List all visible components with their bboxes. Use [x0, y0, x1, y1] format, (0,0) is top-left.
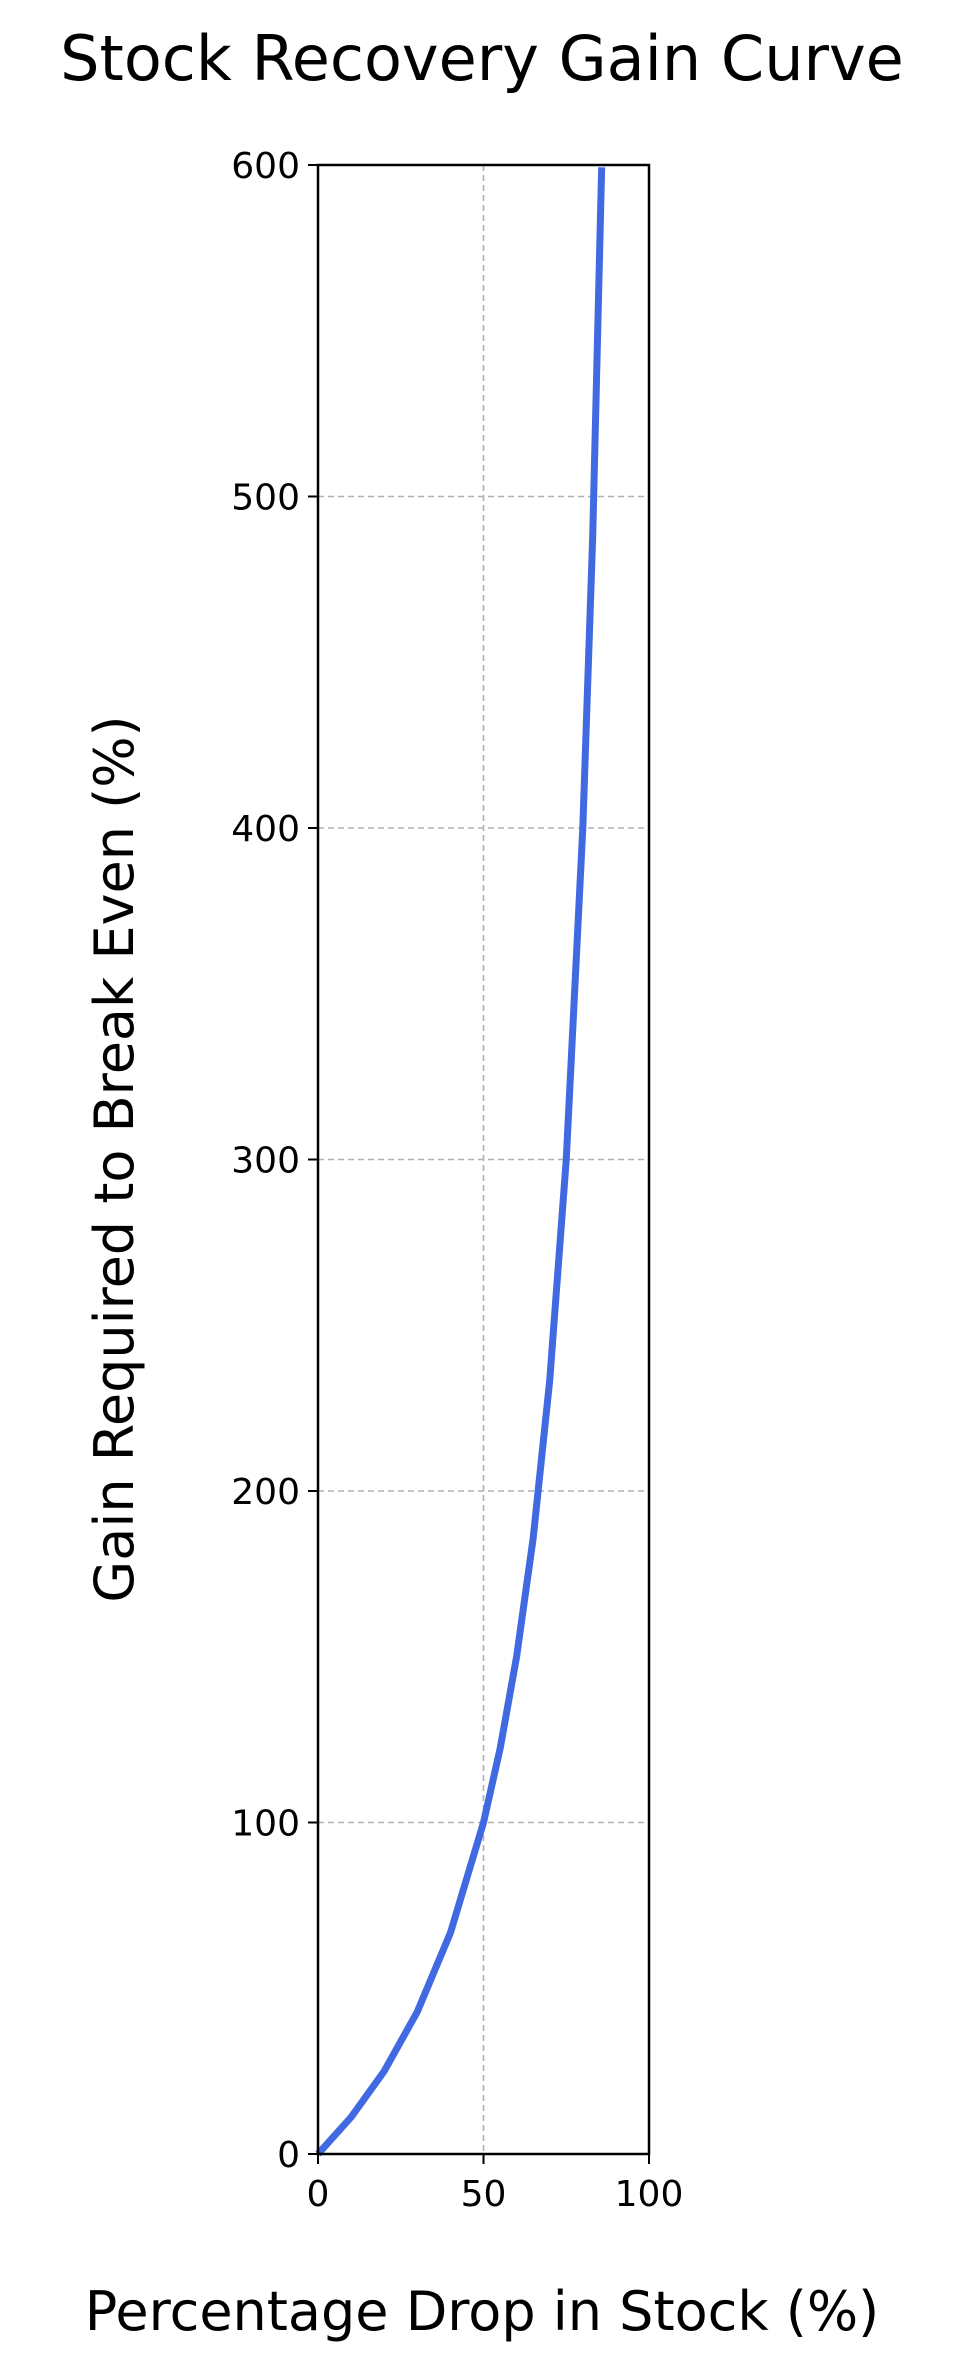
plot-frame: [316, 163, 651, 2156]
axis-ticks: 0 100 200 300 400 500 600 0 50 100: [231, 146, 683, 2215]
y-tick-label: 300: [231, 1141, 300, 1182]
series-line: [315, 167, 606, 2157]
y-tick-label: 0: [277, 2135, 300, 2176]
y-tick-label: 600: [231, 146, 300, 187]
x-tick-label: 100: [615, 2174, 684, 2215]
y-tick-label: 500: [231, 478, 300, 519]
series-layer: [315, 167, 606, 2157]
x-tick-label: 0: [307, 2174, 330, 2215]
y-axis-label: Gain Required to Break Even (%): [83, 715, 146, 1602]
x-axis-label: Percentage Drop in Stock (%): [85, 2280, 879, 2343]
grid-lines: [317, 164, 650, 2155]
x-tick-label: 50: [461, 2174, 507, 2215]
y-tick-label: 200: [231, 1472, 300, 1513]
y-tick-label: 100: [231, 1804, 300, 1845]
chart-title: Stock Recovery Gain Curve: [60, 22, 904, 95]
y-tick-label: 400: [231, 809, 300, 850]
